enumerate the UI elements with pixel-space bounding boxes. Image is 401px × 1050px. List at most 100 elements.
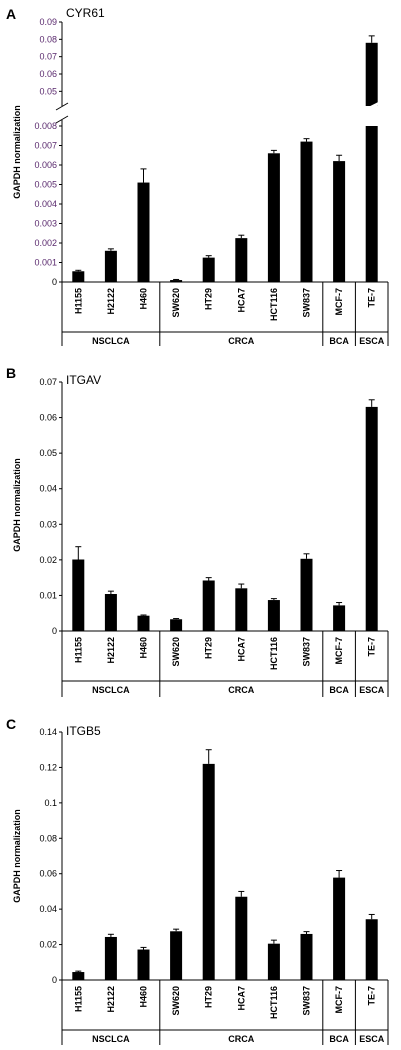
x-tick-label: HCA7 — [236, 288, 246, 313]
y-tick-label: 0.06 — [39, 869, 57, 879]
x-tick-label: TE-7 — [367, 288, 377, 308]
panel-letter: B — [6, 365, 16, 381]
x-tick-label: HCA7 — [236, 986, 246, 1011]
y-tick-label: 0.004 — [34, 199, 57, 209]
x-tick-label: TE-7 — [367, 986, 377, 1006]
y-axis-label: GAPDH normalization — [12, 458, 22, 552]
x-tick-label: SW620 — [171, 288, 181, 318]
bar-h2122 — [104, 250, 117, 282]
bar-break-mark — [363, 114, 381, 126]
bar-hca7 — [235, 588, 248, 631]
bar-te-7-upper — [365, 42, 378, 106]
chart-panel-a: A CYR61 GAPDH normalization 0.05 0.06 0.07 0.0… — [6, 6, 389, 346]
panel-letter: A — [6, 6, 16, 22]
group-label: ESCA — [359, 685, 385, 695]
group-label: CRCA — [228, 336, 254, 346]
x-tick-label: SW837 — [302, 637, 312, 667]
panel-letter: C — [6, 716, 16, 732]
group-label: NSCLCA — [92, 685, 130, 695]
x-tick-label: H1155 — [73, 986, 83, 1012]
x-tick-label: H2122 — [106, 986, 116, 1013]
y-tick-label: 0 — [52, 626, 57, 636]
y-tick-label: 0 — [52, 975, 57, 985]
y-tick-label: 0.08 — [39, 34, 57, 44]
bar-ht29 — [202, 257, 215, 282]
x-tick-label: SW837 — [302, 986, 312, 1016]
y-tick-label: 0.03 — [39, 519, 57, 529]
bar-te-7 — [365, 919, 378, 980]
bar-sw620 — [170, 619, 183, 631]
group-label: ESCA — [359, 1034, 385, 1044]
bar-ht29 — [202, 763, 215, 980]
bar-sw837 — [300, 141, 313, 282]
x-tick-label: MCF-7 — [334, 637, 344, 665]
group-label: BCA — [329, 336, 349, 346]
bar-h1155 — [72, 559, 85, 631]
x-tick-label: TE-7 — [367, 637, 377, 657]
x-tick-label: HT29 — [204, 637, 214, 659]
bar-h460 — [137, 949, 150, 980]
x-tick-label: HCA7 — [236, 637, 246, 662]
bar-mcf-7 — [333, 161, 346, 282]
chart-panel-b: B ITGAV GAPDH normalization 0 0.01 0.02 0.03 0.… — [6, 365, 389, 697]
y-tick-label: 0.14 — [39, 727, 57, 737]
chart-title: CYR61 — [66, 6, 105, 20]
bar-h1155 — [72, 972, 85, 980]
y-tick-label: 0.005 — [34, 180, 57, 190]
bar-hct116 — [267, 153, 280, 282]
bar-sw620 — [170, 931, 183, 980]
bar-mcf-7 — [333, 877, 346, 980]
x-tick-label: HCT116 — [269, 288, 279, 321]
bar-ht29 — [202, 580, 215, 631]
y-tick-label: 0.1 — [44, 798, 57, 808]
bar-sw837 — [300, 933, 313, 980]
y-tick-label: 0.06 — [39, 413, 57, 423]
group-label: CRCA — [228, 1034, 254, 1044]
y-tick-label: 0.001 — [34, 258, 57, 268]
chart-title: ITGB5 — [66, 724, 101, 738]
bar-sw620 — [170, 280, 183, 282]
y-axis-label: GAPDH normalization — [12, 809, 22, 903]
x-tick-label: H460 — [139, 986, 149, 1008]
y-tick-label: 0.02 — [39, 555, 57, 565]
group-label: NSCLCA — [92, 336, 130, 346]
bar-hca7 — [235, 896, 248, 980]
y-tick-label: 0.05 — [39, 86, 57, 96]
bar-sw837 — [300, 558, 313, 631]
y-tick-label: 0.02 — [39, 940, 57, 950]
y-tick-label: 0.002 — [34, 238, 57, 248]
x-tick-label: H460 — [139, 637, 149, 659]
bar-hct116 — [267, 943, 280, 980]
x-tick-label: MCF-7 — [334, 986, 344, 1014]
x-tick-label: H460 — [139, 288, 149, 310]
x-tick-label: H2122 — [106, 637, 116, 664]
x-tick-label: H2122 — [106, 288, 116, 315]
x-tick-label: HCT116 — [269, 986, 279, 1019]
y-tick-label: 0.12 — [39, 762, 57, 772]
chart-panel-c: C ITGB5 GAPDH normalization 0 0.02 0.04 0.06 0.… — [6, 716, 389, 1045]
group-label: ESCA — [359, 336, 385, 346]
x-tick-label: SW620 — [171, 637, 181, 667]
bar-h2122 — [104, 936, 117, 980]
bar-h2122 — [104, 594, 117, 631]
bar-h460 — [137, 182, 150, 282]
y-tick-label: 0.04 — [39, 484, 57, 494]
x-tick-label: H1155 — [73, 288, 83, 314]
x-tick-label: SW837 — [302, 288, 312, 318]
y-tick-label: 0.01 — [39, 590, 57, 600]
axis-break-mark — [55, 115, 69, 124]
y-tick-label: 0 — [52, 277, 57, 287]
y-tick-label: 0.04 — [39, 904, 57, 914]
group-label: NSCLCA — [92, 1034, 130, 1044]
group-label: BCA — [329, 685, 349, 695]
y-axis-label: GAPDH normalization — [12, 105, 22, 199]
y-tick-label: 0.05 — [39, 448, 57, 458]
y-tick-label: 0.007 — [34, 141, 57, 151]
x-tick-label: HT29 — [204, 986, 214, 1008]
bar-te-7-lower — [365, 126, 378, 282]
y-tick-label: 0.008 — [34, 121, 57, 131]
bar-hca7 — [235, 238, 248, 282]
y-tick-label: 0.07 — [39, 52, 57, 62]
bar-break-mark — [363, 101, 381, 113]
